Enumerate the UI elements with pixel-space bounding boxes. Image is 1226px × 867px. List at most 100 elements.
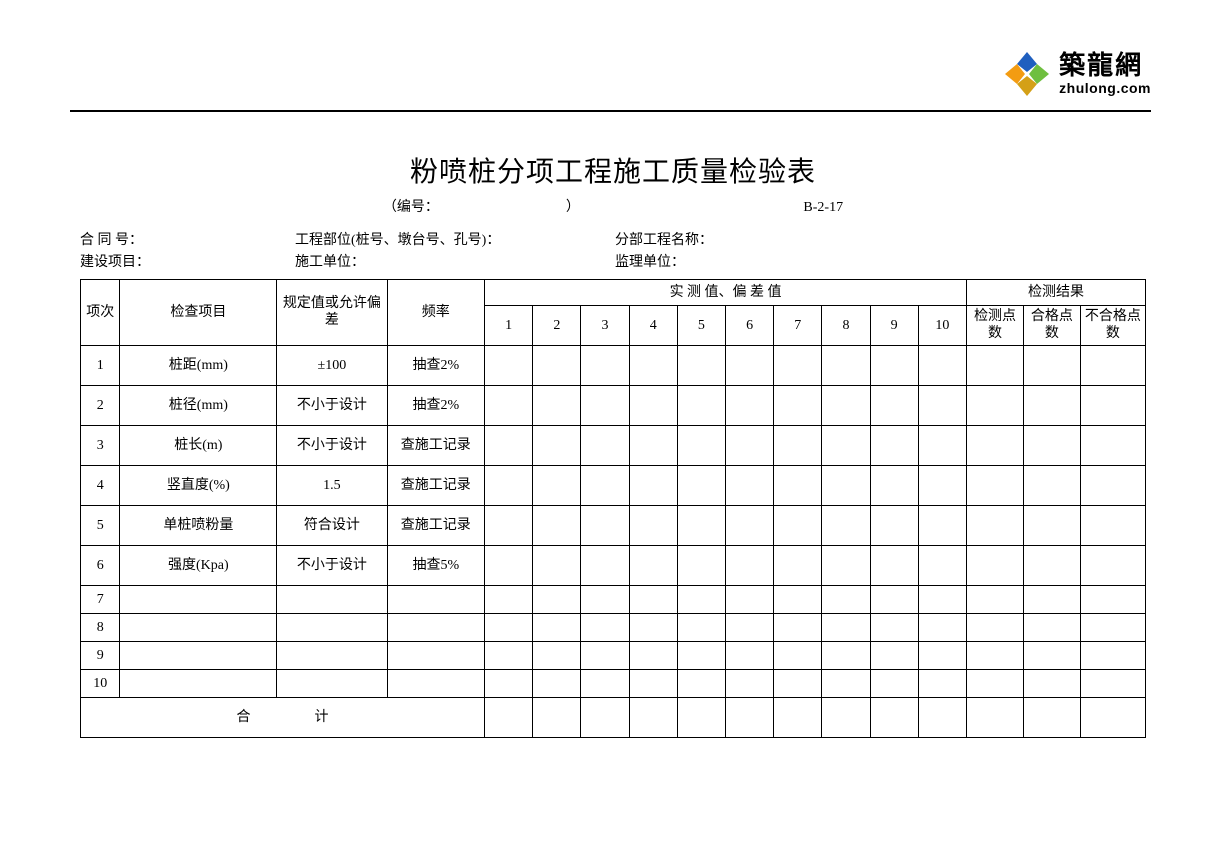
cell-value: [677, 425, 725, 465]
th-n7: 7: [774, 305, 822, 345]
cell-result: [967, 585, 1024, 613]
inspection-table: 项次 检查项目 规定值或允许偏差 频率 实 测 值、偏 差 值 检测结果 1 2…: [80, 279, 1146, 738]
document-content: 粉喷桩分项工程施工质量检验表 （编号： ） B-2-17 合 同 号： 工程部位…: [80, 150, 1146, 738]
cell-value: [485, 465, 533, 505]
th-result: 检测结果: [967, 279, 1146, 305]
th-measured: 实 测 值、偏 差 值: [485, 279, 967, 305]
table-row: 5单桩喷粉量符合设计查施工记录: [81, 505, 1146, 545]
cell-value: [774, 465, 822, 505]
cell-result: [1023, 465, 1080, 505]
cell-value: [533, 505, 581, 545]
th-r2: 合格点数: [1023, 305, 1080, 345]
cell-value: [822, 669, 870, 697]
cell-result: [1080, 697, 1145, 737]
cell-seq: 2: [81, 385, 120, 425]
subtitle: （编号： ） B-2-17: [80, 196, 1146, 216]
meta-row-2: 建设项目： 施工单位： 监理单位：: [80, 252, 1146, 274]
cell-value: [581, 669, 629, 697]
cell-value: [629, 385, 677, 425]
cell-value: [774, 697, 822, 737]
cell-value: [677, 345, 725, 385]
cell-value: [629, 505, 677, 545]
th-n6: 6: [726, 305, 774, 345]
cell-value: [629, 613, 677, 641]
cell-value: [822, 613, 870, 641]
cell-value: [918, 697, 966, 737]
th-n5: 5: [677, 305, 725, 345]
cell-freq: 查施工记录: [387, 425, 485, 465]
cell-value: [774, 545, 822, 585]
cell-value: [629, 465, 677, 505]
cell-value: [870, 505, 918, 545]
supervision-unit-label: 监理单位：: [615, 252, 1146, 274]
cell-freq: [387, 669, 485, 697]
cell-result: [967, 697, 1024, 737]
th-freq: 频率: [387, 279, 485, 345]
cell-seq: 3: [81, 425, 120, 465]
cell-result: [1080, 465, 1145, 505]
cell-value: [822, 505, 870, 545]
cell-value: [822, 425, 870, 465]
cell-result: [1080, 425, 1145, 465]
cell-freq: [387, 585, 485, 613]
th-std: 规定值或允许偏差: [277, 279, 387, 345]
cell-value: [870, 345, 918, 385]
cell-result: [967, 465, 1024, 505]
cell-freq: [387, 641, 485, 669]
cell-value: [677, 669, 725, 697]
cell-std: 不小于设计: [277, 425, 387, 465]
cell-std: ±100: [277, 345, 387, 385]
cell-freq: 抽查2%: [387, 345, 485, 385]
cell-value: [629, 641, 677, 669]
cell-value: [485, 585, 533, 613]
cell-item: [120, 641, 277, 669]
table-row: 9: [81, 641, 1146, 669]
cell-value: [485, 641, 533, 669]
cell-std: [277, 669, 387, 697]
cell-value: [774, 641, 822, 669]
doc-code: B-2-17: [803, 200, 843, 216]
project-part-label: 工程部位(桩号、墩台号、孔号)：: [295, 230, 615, 252]
cell-seq: 1: [81, 345, 120, 385]
cell-value: [918, 505, 966, 545]
cell-value: [485, 613, 533, 641]
cell-value: [677, 697, 725, 737]
cell-value: [918, 385, 966, 425]
cell-result: [967, 669, 1024, 697]
page-title: 粉喷桩分项工程施工质量检验表: [80, 150, 1146, 190]
table-row: 1桩距(mm)±100抽查2%: [81, 345, 1146, 385]
cell-value: [533, 613, 581, 641]
cell-result: [1023, 641, 1080, 669]
cell-freq: 抽查5%: [387, 545, 485, 585]
cell-result: [1023, 425, 1080, 465]
cell-value: [677, 465, 725, 505]
cell-result: [1023, 505, 1080, 545]
cell-value: [726, 345, 774, 385]
cell-seq: 10: [81, 669, 120, 697]
cell-value: [870, 585, 918, 613]
table-row: 10: [81, 669, 1146, 697]
cell-value: [629, 545, 677, 585]
cell-value: [774, 385, 822, 425]
cell-value: [533, 425, 581, 465]
cell-result: [967, 385, 1024, 425]
cell-value: [629, 585, 677, 613]
th-n2: 2: [533, 305, 581, 345]
cell-value: [870, 669, 918, 697]
cell-value: [822, 697, 870, 737]
logo-icon: [1003, 50, 1051, 98]
cell-value: [822, 641, 870, 669]
cell-std: 1.5: [277, 465, 387, 505]
th-n8: 8: [822, 305, 870, 345]
cell-value: [918, 641, 966, 669]
cell-value: [677, 505, 725, 545]
cell-value: [581, 505, 629, 545]
cell-value: [726, 505, 774, 545]
cell-result: [1023, 669, 1080, 697]
cell-value: [918, 545, 966, 585]
th-n10: 10: [918, 305, 966, 345]
cell-value: [485, 669, 533, 697]
cell-result: [1080, 641, 1145, 669]
cell-value: [485, 505, 533, 545]
th-n1: 1: [485, 305, 533, 345]
